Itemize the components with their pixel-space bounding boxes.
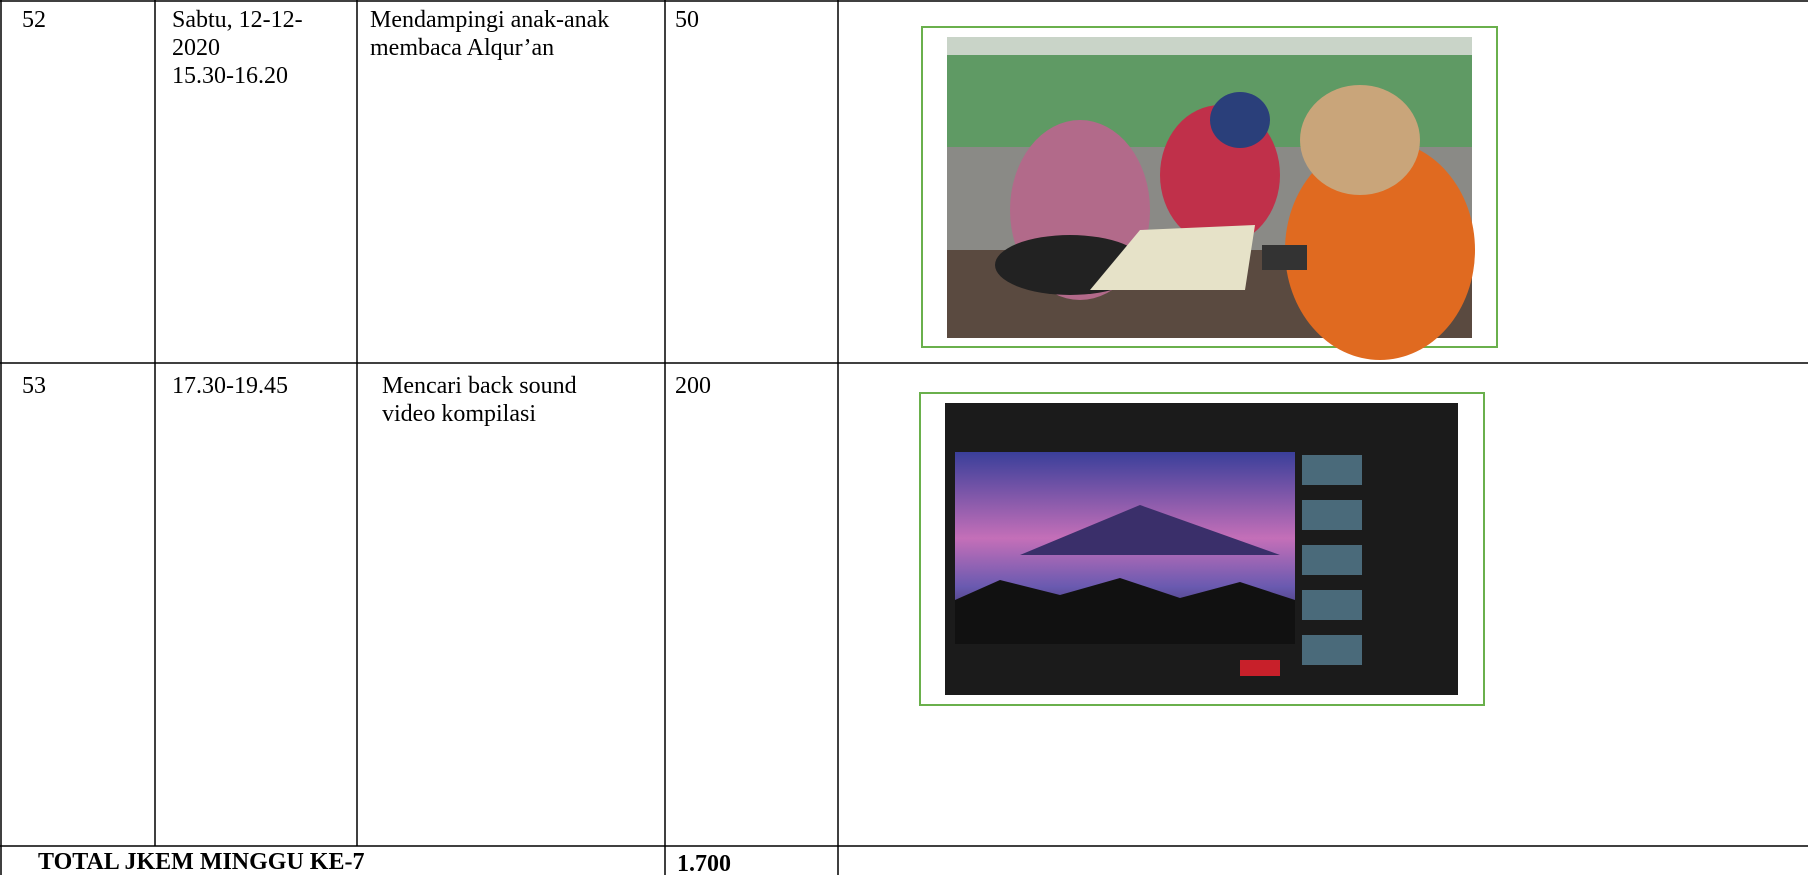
activity-cell: Mencari back sound video kompilasi: [382, 373, 577, 427]
date-cell: 17.30-19.45: [172, 372, 322, 400]
activity-cell: Mendampingi anak-anak membaca Alqur’an: [370, 7, 610, 61]
date-line: Sabtu, 12-12-2020: [172, 7, 303, 61]
total-label: TOTAL JKEM MINGGU KE-7: [38, 849, 365, 875]
screenshot-photo: [919, 392, 1485, 706]
date-line: 17.30-19.45: [172, 373, 288, 399]
activity-photo: [921, 26, 1498, 360]
date-line: 15.30-16.20: [172, 63, 288, 89]
row-number: 53: [22, 373, 46, 399]
date-cell: Sabtu, 12-12-2020 15.30-16.20: [172, 6, 322, 90]
total-value: 1.700: [677, 851, 731, 875]
row-number: 52: [22, 7, 46, 33]
jkem-cell: 50: [675, 7, 699, 33]
jkem-cell: 200: [675, 373, 711, 399]
